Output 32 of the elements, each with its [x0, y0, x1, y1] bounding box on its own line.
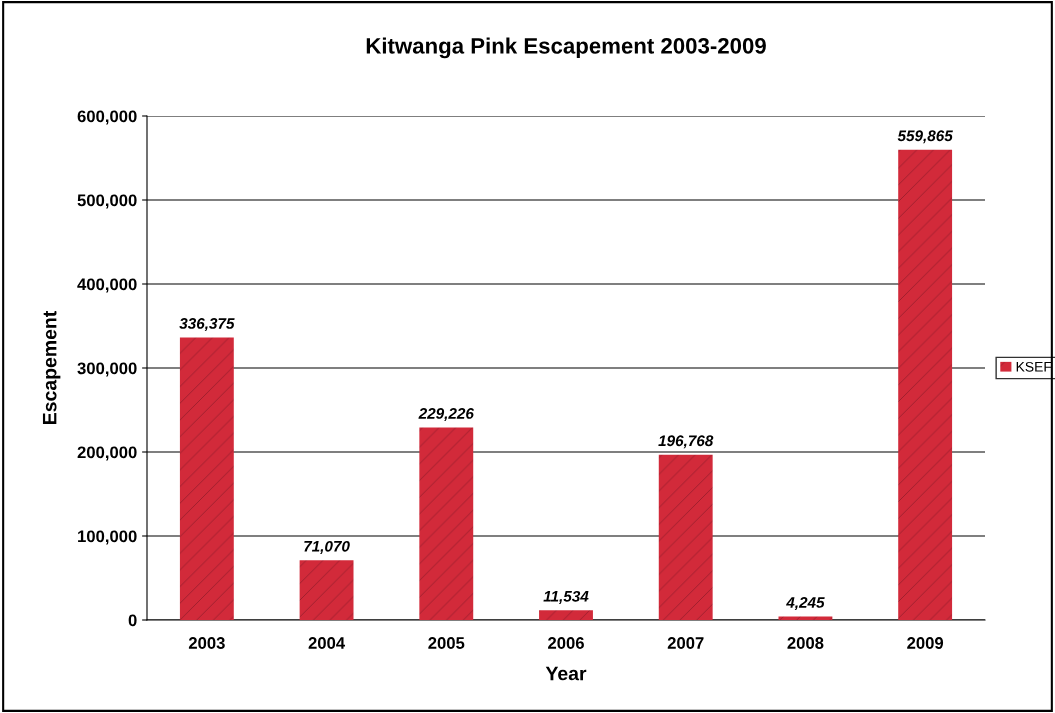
- x-tick-label: 2009: [907, 637, 944, 649]
- bar: [898, 149, 953, 620]
- text: 4,245: [786, 597, 825, 611]
- y-tick-label: 400,000: [77, 278, 137, 293]
- bar: [539, 610, 593, 620]
- chart-title: Kitwanga Pink Escapement 2003-2009: [366, 37, 766, 59]
- text: 11,534: [543, 590, 589, 604]
- y-tick-label: 100,000: [78, 530, 137, 545]
- y-tick-label: 200,000: [77, 446, 137, 461]
- legend-label: KSEF: [1016, 361, 1052, 372]
- x-tick-label: 2008: [787, 637, 824, 649]
- x-tick-label: 2005: [428, 637, 465, 649]
- text: 196,768: [658, 435, 714, 449]
- y-axis-title: Escapement: [42, 310, 61, 424]
- text: 71,070: [304, 540, 350, 554]
- text: 559,865: [897, 130, 953, 144]
- bar: [778, 616, 833, 620]
- x-tick-label: 2006: [548, 637, 584, 649]
- x-tick-label: 2004: [308, 637, 346, 649]
- bar: [658, 454, 713, 620]
- x-tick-label: 2007: [667, 637, 704, 649]
- x-axis-title: Year: [545, 666, 587, 681]
- x-tick-label: 2003: [188, 637, 225, 649]
- text: 336,375: [179, 318, 235, 332]
- bar: [419, 427, 474, 620]
- text: 229,226: [418, 408, 474, 422]
- bar: [179, 337, 234, 620]
- bar: [299, 560, 354, 620]
- y-tick-label: 500,000: [77, 194, 137, 209]
- y-tick-label: 300,000: [77, 362, 137, 377]
- y-tick-label: 600,000: [77, 110, 137, 125]
- y-tick-label: 0: [128, 614, 137, 627]
